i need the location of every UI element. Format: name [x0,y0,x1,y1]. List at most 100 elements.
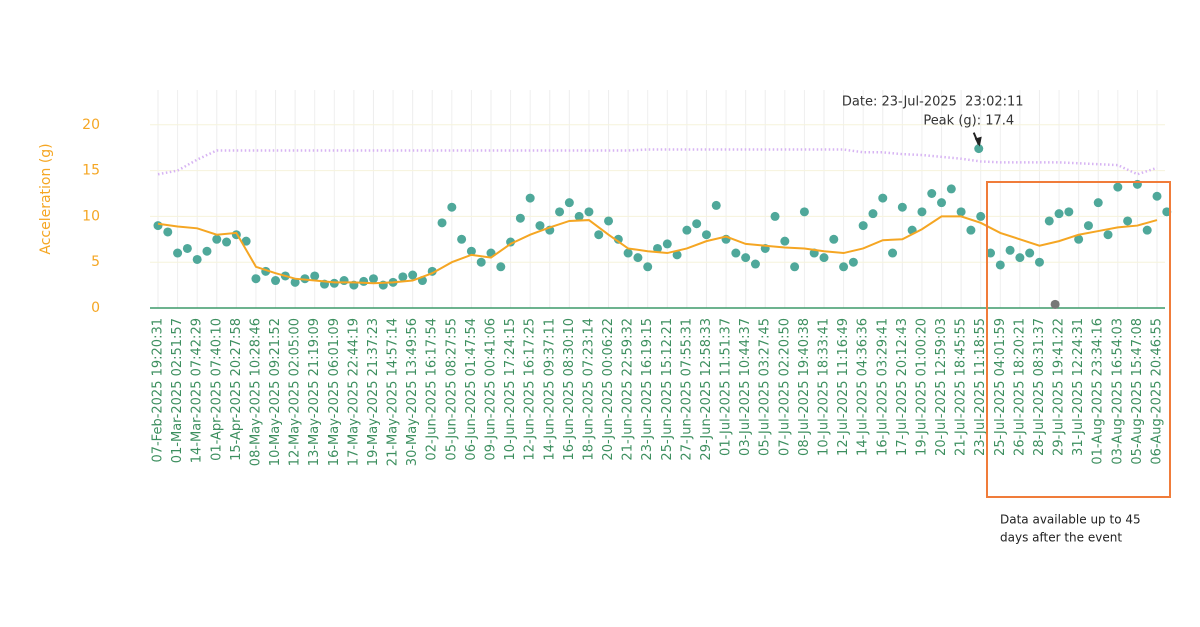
x-tick-label: 02-Jun-2025 16:17:54 [425,318,440,461]
scatter-point [897,202,907,212]
x-tick-label: 14-Jun-2025 09:37:11 [542,318,557,461]
scatter-point [359,276,369,286]
scatter-point [643,262,653,272]
x-tick-label: 26-Jul-2025 18:20:21 [1012,318,1027,456]
x-tick-label: 21-Jul-2025 18:45:55 [954,318,969,456]
x-tick-label: 10-Jun-2025 17:24:15 [503,318,518,461]
scatter-point [192,254,202,264]
scatter-point [153,221,163,231]
x-tick-label: 14-Mar-2025 07:42:29 [190,318,205,463]
y-tick-label: 10 [82,208,100,224]
x-tick-label: 12-Jul-2025 11:16:49 [836,318,851,456]
x-tick-label: 29-Jul-2025 19:41:22 [1052,318,1067,456]
scatter-point [888,248,898,258]
x-tick-label: 05-Jul-2025 03:27:45 [758,318,773,456]
scatter-point [672,250,682,260]
x-tick-label: 23-Jul-2025 11:18:55 [973,318,988,456]
scatter-point [408,270,418,280]
scatter-point [917,207,927,217]
x-tick-label: 20-Jun-2025 00:06:22 [601,318,616,461]
scatter-point [711,200,721,210]
x-tick-label: 17-Jul-2025 20:12:43 [895,318,910,456]
scatter-point [1083,221,1093,231]
x-tick-label: 16-May-2025 06:01:09 [327,318,342,466]
x-tick-label: 16-Jun-2025 08:30:10 [562,318,577,461]
scatter-point [858,221,868,231]
x-tick-label: 01-Jul-2025 11:51:37 [719,318,734,456]
scatter-point [515,213,525,223]
scatter-point [496,262,506,272]
x-tick-label: 10-Jul-2025 18:33:41 [817,318,832,456]
scatter-point [1074,234,1084,244]
scatter-point [1142,225,1152,235]
scatter-point [212,234,222,244]
x-tick-label: 18-Jun-2025 07:23:14 [581,318,596,461]
y-tick-label: 5 [91,254,100,270]
scatter-point [692,219,702,229]
note-line: Data available up to 45 [1000,513,1141,527]
x-tick-label: 30-May-2025 13:49:56 [405,318,420,466]
y-tick-label: 15 [82,163,100,179]
scatter-point [271,276,281,286]
scatter-point [750,259,760,269]
scatter-point [1103,230,1113,240]
scatter-point [604,216,614,226]
x-tick-label: 17-May-2025 22:44:19 [346,318,361,466]
scatter-point [447,202,457,212]
x-tick-label: 15-Apr-2025 20:27:58 [229,318,244,461]
scatter-point [741,253,751,263]
x-tick-label: 19-May-2025 21:37:23 [366,318,381,466]
annotation-text: Peak (g): 17.4 [923,114,1014,129]
peak-point [974,144,984,154]
x-tick-label: 14-Jul-2025 04:36:36 [856,318,871,456]
scatter-point [368,274,378,284]
scatter-point [662,239,672,249]
scatter-point [222,237,232,247]
scatter-point [594,230,604,240]
scatter-point [1152,191,1162,201]
x-tick-label: 21-Jun-2025 22:59:32 [621,318,636,461]
scatter-point [525,193,535,203]
x-tick-label: 31-Jul-2025 12:24:31 [1071,318,1086,456]
scatter-point [976,211,986,221]
scatter-point [202,246,212,256]
scatter-point [1044,216,1054,226]
scatter-point [457,234,467,244]
scatter-point [466,246,476,256]
scatter-point [839,262,849,272]
x-tick-label: 12-May-2025 02:05:00 [288,318,303,466]
x-tick-label: 19-Jul-2025 01:00:20 [914,318,929,456]
x-tick-label: 20-Jul-2025 12:59:03 [934,318,949,456]
x-tick-label: 05-Aug-2025 15:47:08 [1130,318,1145,465]
scatter-point [1123,216,1133,226]
scatter-point [1015,253,1025,263]
y-tick-label: 0 [91,300,100,316]
scatter-point [956,207,966,217]
scatter-point [799,207,809,217]
x-tick-label: 05-Jun-2025 08:27:55 [444,318,459,461]
scatter-point [574,211,584,221]
scatter-point [731,248,741,258]
scatter-point [848,257,858,267]
scatter-point [1064,207,1074,217]
dotted-line [157,148,1158,176]
scatter-point [701,230,711,240]
scatter-point [476,257,486,267]
x-tick-label: 06-Jun-2025 01:47:54 [464,318,479,461]
x-tick-label: 08-May-2025 10:28:46 [248,318,263,466]
x-tick-label: 16-Jul-2025 03:29:41 [875,318,890,456]
x-tick-label: 25-Jul-2025 04:01:59 [993,318,1008,456]
scatter-point [584,207,594,217]
x-tick-label: 03-Aug-2025 16:54:03 [1110,318,1125,465]
scatter-point [1034,257,1044,267]
x-tick-label: 06-Aug-2025 20:46:55 [1150,318,1165,465]
scatter-point [878,193,888,203]
scatter-point [564,198,574,208]
scatter-point [780,236,790,246]
scatter-point [829,234,839,244]
x-tick-label: 08-Jul-2025 19:40:38 [797,318,812,456]
x-tick-label: 01-Apr-2025 07:40:10 [209,318,224,461]
scatter-point [555,207,565,217]
x-tick-label: 13-May-2025 21:19:09 [307,318,322,466]
scatter-point [241,236,251,246]
